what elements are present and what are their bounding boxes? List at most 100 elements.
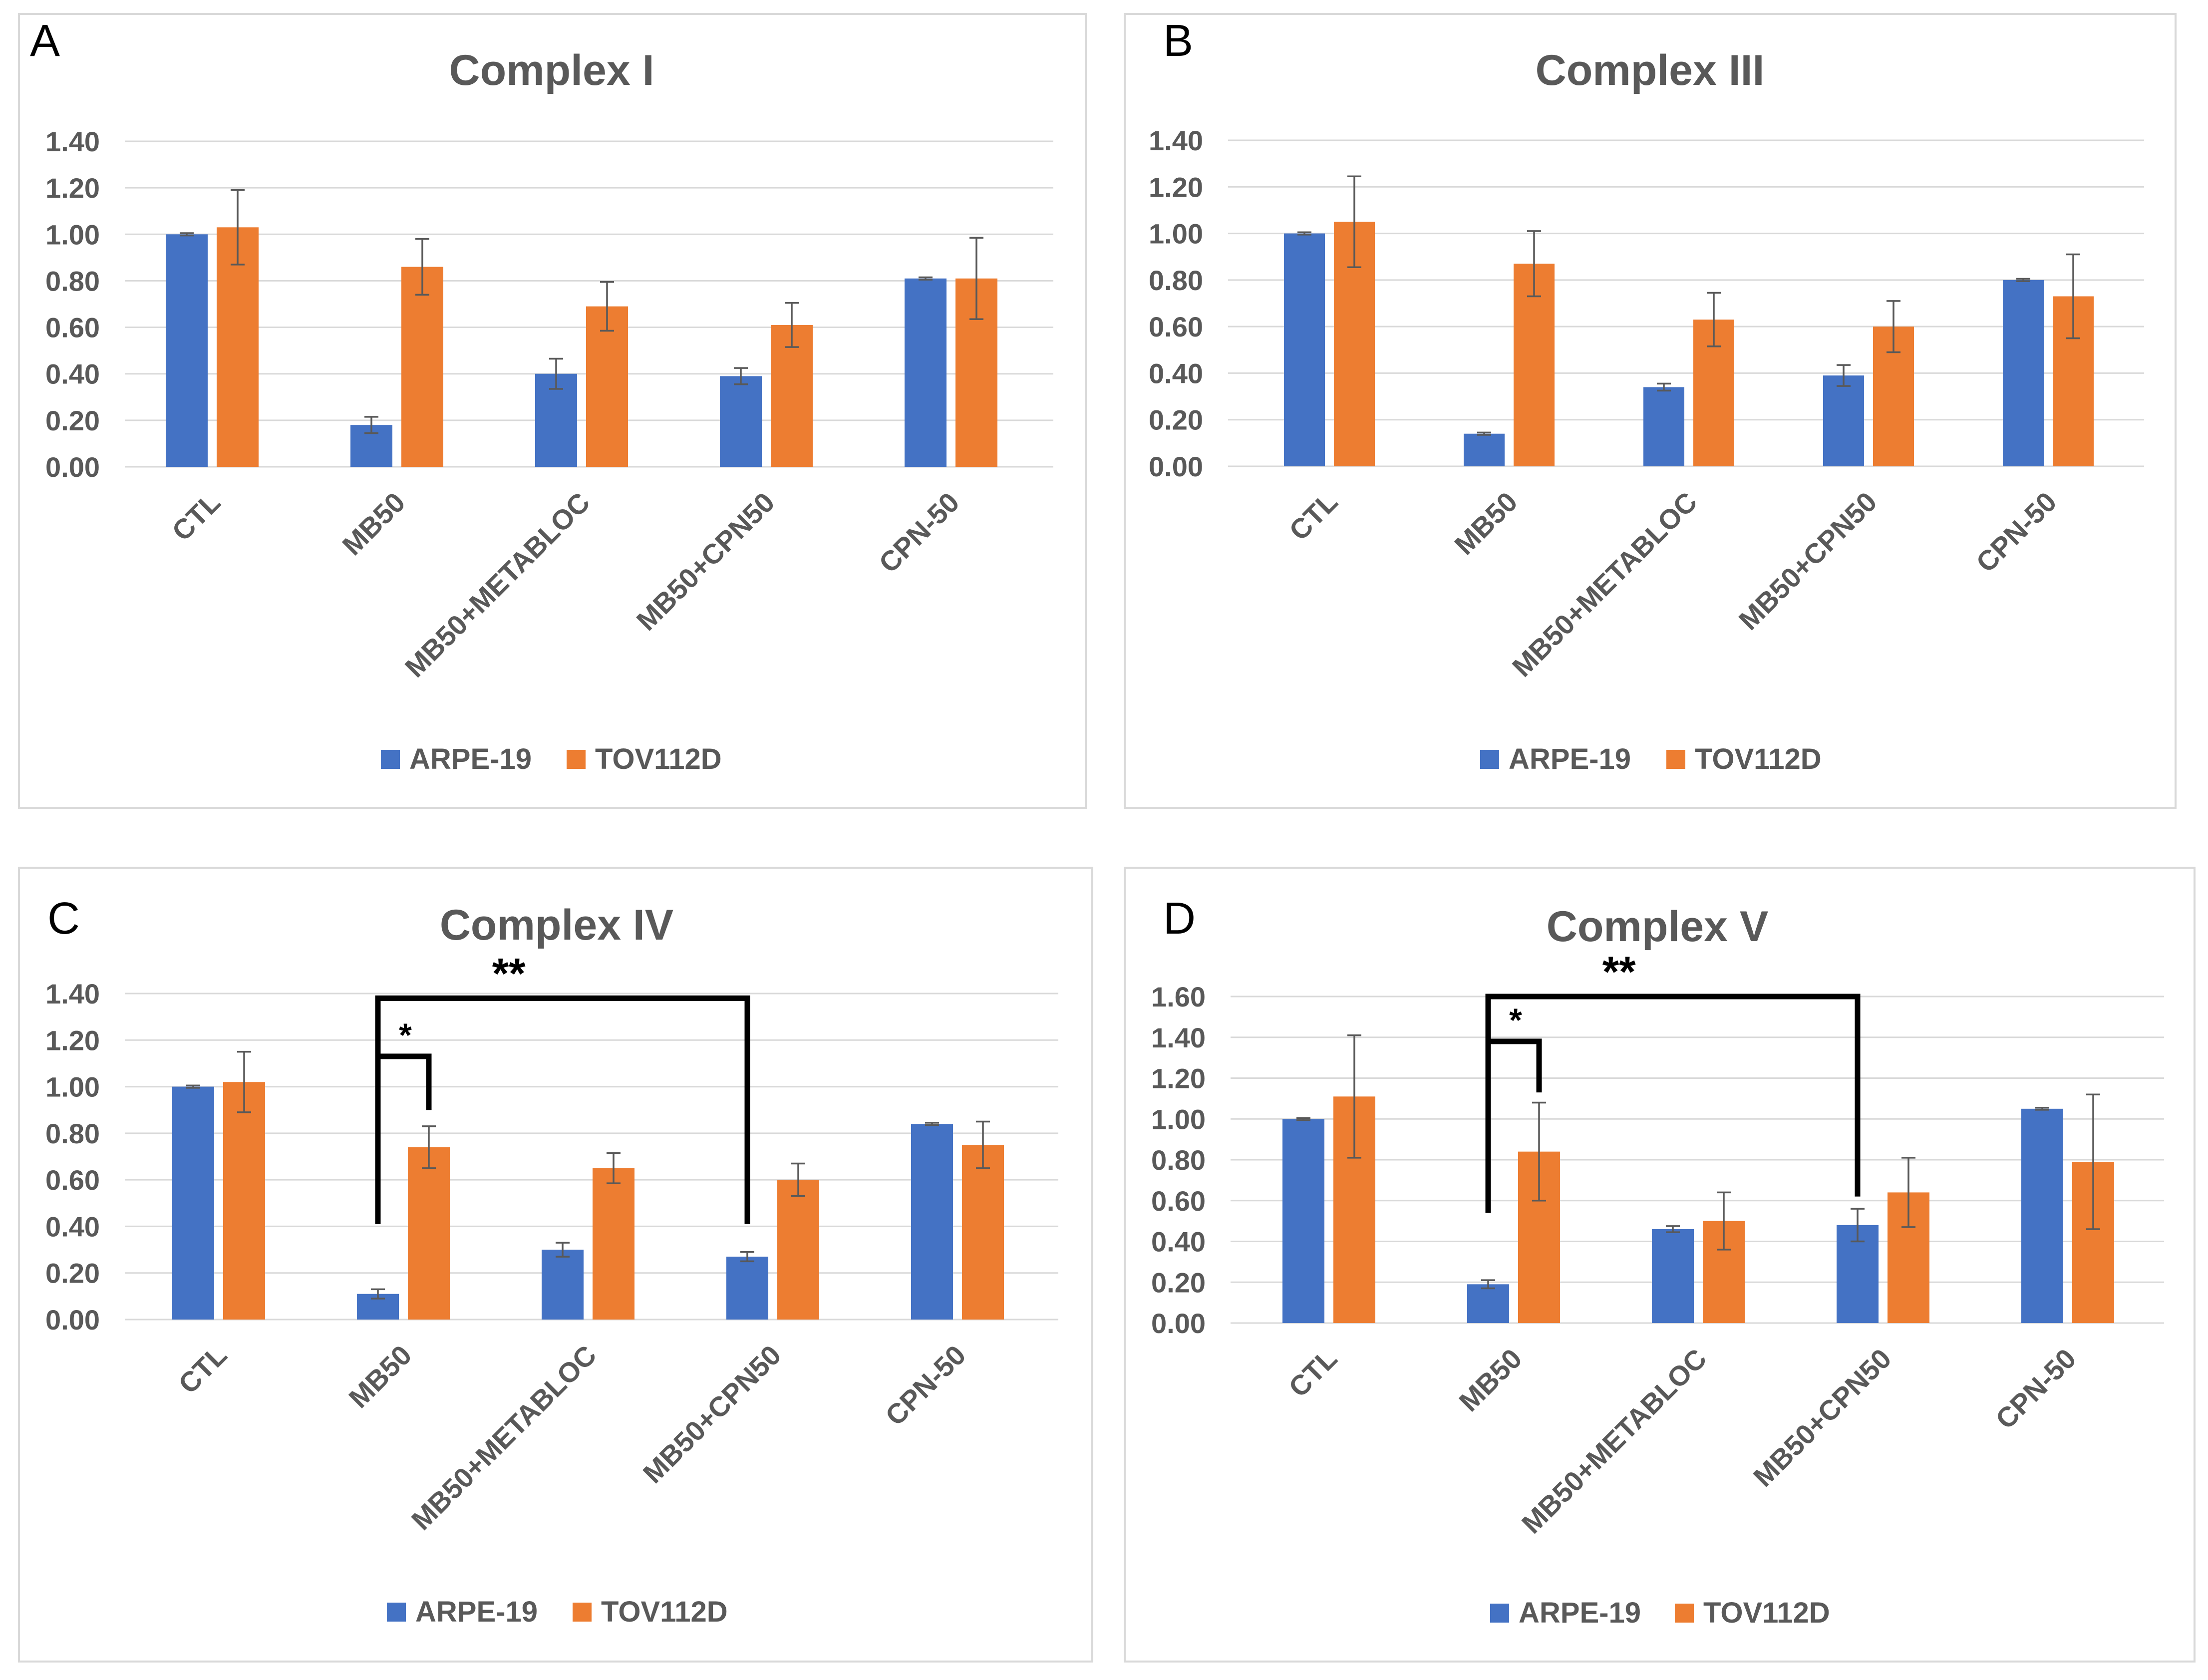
error-bar-arpe-19-mb50-metabloc — [1666, 1225, 1680, 1233]
y-tick-label: 1.40 — [1149, 125, 1203, 156]
error-bar-arpe-19-mb50 — [364, 416, 378, 434]
error-bar-arpe-19-ctl — [1296, 1117, 1310, 1121]
y-tick-label: 1.60 — [1151, 981, 1206, 1012]
y-tick-label: 0.20 — [45, 1258, 100, 1289]
error-bar-tov112d-ctl — [1347, 175, 1361, 268]
bar-tov112d-cpn-50 — [962, 1145, 1004, 1320]
y-tick-label: 1.20 — [45, 1024, 100, 1056]
bar-arpe-19-mb50-metabloc — [542, 1250, 584, 1320]
error-bar-tov112d-ctl — [231, 189, 245, 266]
legend-label-tov112d: TOV112D — [1695, 743, 1822, 775]
error-bar-tov112d-cpn-50 — [2066, 253, 2080, 339]
y-tick-label: 1.00 — [45, 1071, 100, 1103]
bar-arpe-19-cpn-50 — [2021, 1108, 2063, 1323]
bar-arpe-19-mb50-cpn50 — [726, 1257, 768, 1320]
y-tick-label: 0.20 — [1149, 404, 1203, 436]
error-bar-arpe-19-cpn-50 — [2016, 278, 2030, 282]
panel-d-title: Complex V — [1547, 903, 1768, 951]
error-bar-tov112d-mb50 — [415, 238, 429, 296]
legend-label-tov112d: TOV112D — [601, 1596, 728, 1628]
bar-arpe-19-ctl — [172, 1086, 214, 1320]
y-tick-label: 0.40 — [45, 1211, 100, 1242]
y-tick-label: 0.80 — [45, 1118, 100, 1149]
error-bar-arpe-19-mb50 — [371, 1288, 385, 1300]
error-bar-arpe-19-mb50-metabloc — [1657, 382, 1671, 392]
significance-marker: ** — [492, 950, 526, 998]
error-bar-tov112d-mb50-cpn50 — [1887, 300, 1900, 353]
panel-d-letter: D — [1163, 894, 1196, 944]
y-tick-label: 0.00 — [45, 1304, 100, 1336]
bar-arpe-19-ctl — [1284, 233, 1325, 466]
error-bar-arpe-19-mb50-cpn50 — [1837, 364, 1851, 387]
error-bar-tov112d-mb50-metabloc — [1717, 1191, 1731, 1251]
legend-label-arpe-19: ARPE-19 — [1519, 1597, 1641, 1629]
y-tick-label: 0.60 — [45, 312, 100, 343]
legend-swatch-tov112d — [573, 1603, 592, 1622]
bar-arpe-19-mb50 — [1467, 1284, 1509, 1323]
y-tick-label: 0.80 — [1149, 265, 1203, 296]
y-tick-label: 1.00 — [1151, 1103, 1206, 1135]
error-bar-arpe-19-ctl — [186, 1084, 200, 1089]
error-bar-arpe-19-mb50 — [1477, 431, 1491, 436]
panel-b-letter: B — [1163, 16, 1193, 66]
panel-b-complex-iii: B Complex III 0.00 0.20 0.40 0.60 0.80 1.00 1.… — [1124, 13, 2177, 809]
error-bar-tov112d-mb50-cpn50 — [1901, 1157, 1915, 1228]
bar-tov112d-mb50 — [1514, 264, 1555, 466]
y-tick-label: 1.40 — [1151, 1022, 1206, 1053]
y-tick-label: 0.20 — [1151, 1267, 1206, 1298]
bar-tov112d-mb50 — [408, 1147, 450, 1320]
y-tick-label: 0.00 — [1151, 1308, 1206, 1339]
y-tick-label: 0.60 — [45, 1164, 100, 1196]
y-tick-label: 1.00 — [45, 219, 100, 250]
legend-label-tov112d: TOV112D — [1703, 1597, 1830, 1629]
panel-b-legend: ARPE-19 TOV112D — [1480, 743, 1822, 775]
panel-c-title: Complex IV — [440, 901, 673, 949]
error-bar-tov112d-cpn-50 — [2086, 1093, 2100, 1230]
error-bar-tov112d-mb50-metabloc — [600, 281, 614, 332]
error-bar-tov112d-mb50-cpn50 — [785, 302, 799, 348]
legend-swatch-tov112d — [1666, 750, 1685, 769]
error-bar-tov112d-cpn-50 — [969, 237, 983, 321]
bar-arpe-19-mb50 — [1464, 433, 1505, 466]
bar-tov112d-ctl — [223, 1082, 265, 1320]
y-tick-label: 1.20 — [45, 172, 100, 204]
error-bar-arpe-19-mb50-metabloc — [549, 357, 563, 390]
y-tick-label: 0.80 — [45, 265, 100, 297]
error-bar-arpe-19-ctl — [1297, 231, 1311, 236]
panel-c-complex-iv: C Complex IV 0.00 0.20 0.40 0.60 0.80 1.00 1.2… — [18, 867, 1093, 1663]
error-bar-arpe-19-cpn-50 — [2035, 1107, 2049, 1111]
legend-label-arpe-19: ARPE-19 — [409, 743, 532, 775]
error-bar-tov112d-mb50 — [1527, 230, 1541, 298]
legend-swatch-tov112d — [1675, 1604, 1694, 1623]
bar-arpe-19-mb50-metabloc — [1643, 387, 1684, 466]
significance-marker: ** — [1602, 948, 1636, 996]
error-bar-tov112d-ctl — [1347, 1034, 1361, 1159]
y-tick-label: 0.40 — [1149, 357, 1203, 389]
error-bar-tov112d-cpn-50 — [976, 1120, 990, 1169]
error-bar-arpe-19-mb50-cpn50 — [740, 1251, 754, 1263]
y-tick-label: 1.40 — [45, 126, 100, 157]
panel-a-letter: A — [30, 16, 60, 66]
bar-arpe-19-cpn-50 — [911, 1124, 953, 1320]
legend-swatch-arpe-19 — [1480, 750, 1499, 769]
y-tick-label: 0.00 — [45, 451, 100, 483]
panel-a-title: Complex I — [449, 46, 654, 94]
y-tick-label: 1.40 — [45, 978, 100, 1009]
significance-marker: * — [399, 1016, 412, 1053]
panel-d-complex-v: D Complex V 0.00 0.20 0.40 0.60 0.80 1.00 1.20… — [1124, 867, 2196, 1663]
bar-arpe-19-cpn-50 — [2003, 280, 2044, 466]
y-tick-label: 0.80 — [1151, 1144, 1206, 1176]
bar-arpe-19-ctl — [1282, 1119, 1324, 1323]
bar-tov112d-mb50-metabloc — [586, 306, 628, 467]
error-bar-arpe-19-cpn-50 — [919, 276, 933, 281]
significance-bracket — [375, 995, 750, 1224]
panel-c-legend: ARPE-19 TOV112D — [387, 1596, 728, 1628]
error-bar-arpe-19-mb50-cpn50 — [734, 367, 748, 385]
error-bar-tov112d-mb50 — [422, 1125, 436, 1169]
y-tick-label: 0.60 — [1149, 311, 1203, 342]
error-bar-tov112d-ctl — [237, 1050, 251, 1113]
legend-label-tov112d: TOV112D — [595, 743, 722, 775]
error-bar-arpe-19-mb50-metabloc — [556, 1242, 570, 1258]
y-tick-label: 0.40 — [1151, 1226, 1206, 1258]
